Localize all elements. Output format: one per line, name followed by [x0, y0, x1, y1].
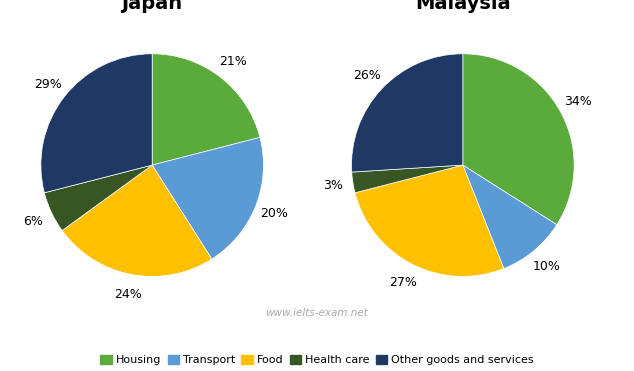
Legend: Housing, Transport, Food, Health care, Other goods and services: Housing, Transport, Food, Health care, O…: [100, 355, 534, 365]
Wedge shape: [152, 54, 260, 165]
Title: Malaysia: Malaysia: [415, 0, 510, 13]
Wedge shape: [41, 54, 152, 193]
Text: 26%: 26%: [353, 69, 381, 82]
Text: 3%: 3%: [323, 179, 343, 192]
Title: Japan: Japan: [122, 0, 183, 13]
Wedge shape: [352, 165, 463, 193]
Text: 27%: 27%: [389, 276, 417, 289]
Wedge shape: [351, 54, 463, 172]
Text: 20%: 20%: [261, 207, 288, 220]
Wedge shape: [62, 165, 212, 276]
Text: 34%: 34%: [564, 95, 592, 108]
Wedge shape: [355, 165, 504, 276]
Text: www.ielts-exam.net: www.ielts-exam.net: [266, 309, 368, 318]
Wedge shape: [463, 165, 557, 269]
Wedge shape: [463, 54, 574, 225]
Text: 10%: 10%: [533, 260, 560, 273]
Wedge shape: [44, 165, 152, 230]
Text: 29%: 29%: [34, 78, 62, 91]
Text: 24%: 24%: [113, 288, 141, 301]
Wedge shape: [152, 137, 264, 259]
Text: 21%: 21%: [219, 55, 247, 68]
Text: 6%: 6%: [23, 214, 43, 227]
